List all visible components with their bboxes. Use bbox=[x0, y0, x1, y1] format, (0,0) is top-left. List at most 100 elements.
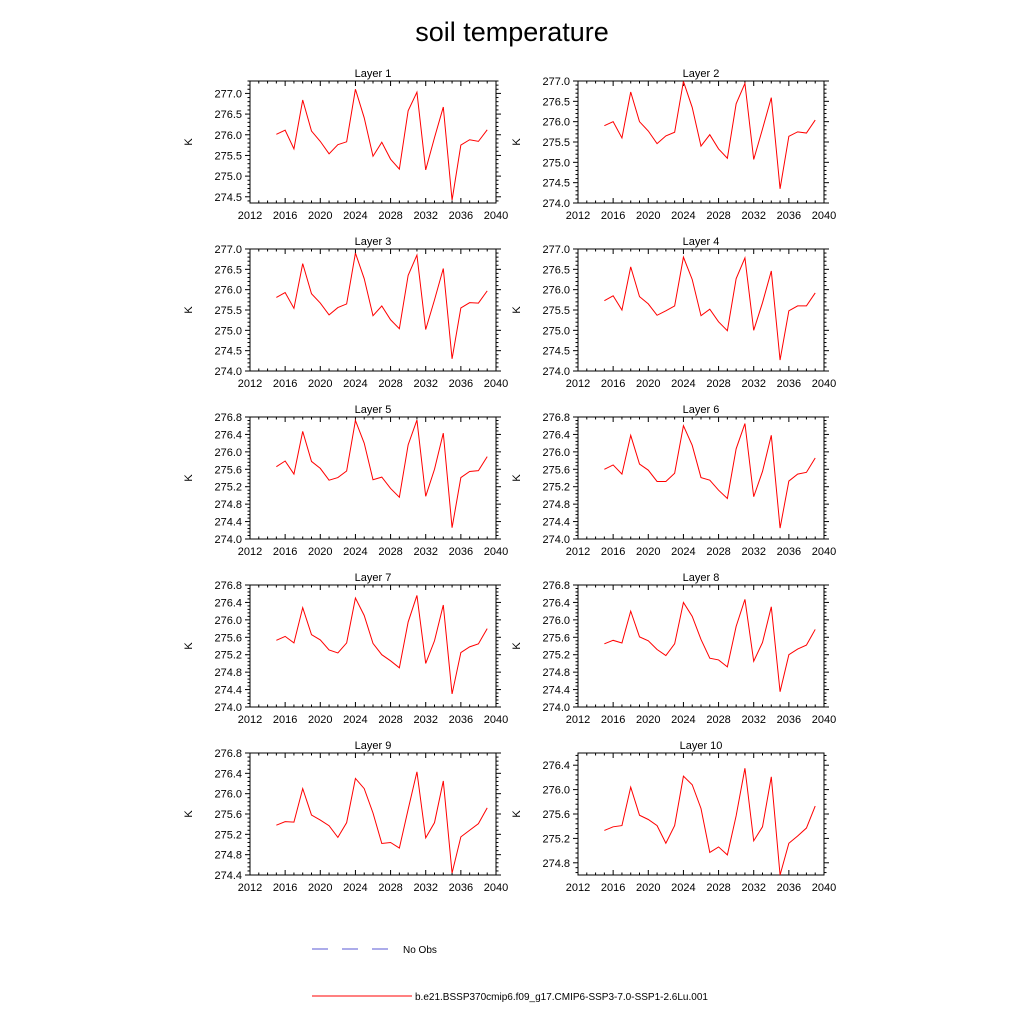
panel-layer-3: Layer 3 2012 2016 2020 2024 2028 2032 2036 2040 2… bbox=[183, 236, 508, 390]
panel-layer-7: Layer 7 2012 2016 2020 2024 2028 2032 2036 2040 2… bbox=[183, 572, 508, 726]
x-tick-label: 2024 bbox=[343, 882, 367, 894]
plot-frame bbox=[577, 584, 825, 708]
panel-title: Layer 2 bbox=[683, 68, 720, 80]
series-line bbox=[276, 89, 488, 201]
x-tick-label: 2020 bbox=[308, 714, 332, 726]
x-tick-label: 2016 bbox=[601, 882, 625, 894]
x-tick-label: 2032 bbox=[413, 210, 437, 222]
panel-title: Layer 8 bbox=[683, 572, 720, 584]
y-tick-label: 274.0 bbox=[542, 534, 570, 546]
panel-title: Layer 7 bbox=[355, 572, 392, 584]
y-tick-label: 277.0 bbox=[214, 244, 242, 256]
y-axis-label: K bbox=[511, 306, 523, 314]
x-tick-label: 2012 bbox=[238, 210, 262, 222]
y-tick-label: 275.6 bbox=[214, 632, 242, 644]
x-tick-label: 2032 bbox=[741, 714, 765, 726]
y-tick-label: 276.4 bbox=[542, 760, 570, 772]
y-tick-label: 277.0 bbox=[542, 76, 570, 88]
x-tick-label: 2040 bbox=[812, 210, 836, 222]
x-tick-label: 2020 bbox=[636, 882, 660, 894]
x-tick-label: 2016 bbox=[601, 714, 625, 726]
x-tick-label: 2028 bbox=[706, 714, 730, 726]
x-tick-label: 2024 bbox=[671, 714, 695, 726]
x-tick-label: 2028 bbox=[378, 882, 402, 894]
panel-layer-6: Layer 6 2012 2016 2020 2024 2028 2032 2036 2040 2… bbox=[511, 404, 836, 558]
y-tick-label: 274.4 bbox=[542, 685, 570, 697]
x-tick-label: 2028 bbox=[706, 378, 730, 390]
x-tick-label: 2040 bbox=[484, 546, 508, 558]
y-tick-label: 274.8 bbox=[542, 667, 570, 679]
x-tick-label: 2024 bbox=[343, 714, 367, 726]
x-tick-label: 2024 bbox=[343, 210, 367, 222]
x-tick-label: 2028 bbox=[706, 882, 730, 894]
x-tick-label: 2028 bbox=[706, 546, 730, 558]
panel-layer-8: Layer 8 2012 2016 2020 2024 2028 2032 2036 2040 2… bbox=[511, 572, 836, 726]
y-tick-label: 275.2 bbox=[214, 829, 242, 841]
x-tick-label: 2020 bbox=[636, 714, 660, 726]
series-line bbox=[604, 768, 816, 876]
panel-title: Layer 6 bbox=[683, 404, 720, 416]
x-tick-label: 2020 bbox=[636, 378, 660, 390]
y-tick-label: 274.0 bbox=[542, 366, 570, 378]
x-tick-label: 2040 bbox=[484, 882, 508, 894]
y-tick-label: 275.5 bbox=[542, 305, 570, 317]
y-tick-label: 276.4 bbox=[542, 597, 570, 609]
y-tick-label: 275.6 bbox=[542, 809, 570, 821]
series-line bbox=[276, 418, 488, 528]
plot-frame bbox=[577, 80, 825, 204]
y-tick-label: 276.0 bbox=[542, 117, 570, 129]
y-tick-label: 274.4 bbox=[214, 685, 242, 697]
x-tick-label: 2012 bbox=[566, 378, 590, 390]
y-tick-label: 274.8 bbox=[214, 850, 242, 862]
x-tick-label: 2036 bbox=[449, 378, 473, 390]
x-tick-label: 2036 bbox=[777, 210, 801, 222]
x-tick-label: 2032 bbox=[413, 378, 437, 390]
x-tick-label: 2012 bbox=[238, 882, 262, 894]
y-axis-label: K bbox=[511, 642, 523, 650]
y-tick-label: 276.8 bbox=[214, 412, 242, 424]
y-tick-label: 275.6 bbox=[214, 809, 242, 821]
y-tick-label: 276.0 bbox=[214, 789, 242, 801]
y-tick-label: 276.4 bbox=[214, 429, 242, 441]
y-tick-label: 277.0 bbox=[542, 244, 570, 256]
y-tick-label: 275.2 bbox=[214, 482, 242, 494]
panel-grid: Layer 1 2012 2016 2020 2024 2028 2032 2036 2040 2… bbox=[183, 68, 836, 894]
y-tick-label: 275.0 bbox=[214, 325, 242, 337]
y-tick-label: 276.0 bbox=[214, 130, 242, 142]
figure-title: soil temperature bbox=[415, 17, 609, 47]
x-tick-label: 2020 bbox=[308, 378, 332, 390]
plot-frame bbox=[577, 752, 825, 876]
x-tick-label: 2036 bbox=[777, 546, 801, 558]
y-axis-label: K bbox=[183, 810, 195, 818]
y-axis-label: K bbox=[183, 642, 195, 650]
y-tick-label: 276.8 bbox=[542, 580, 570, 592]
y-tick-label: 274.0 bbox=[214, 534, 242, 546]
x-tick-label: 2040 bbox=[484, 378, 508, 390]
y-tick-label: 274.0 bbox=[214, 702, 242, 714]
series-line bbox=[276, 595, 488, 695]
y-axis-label: K bbox=[183, 474, 195, 482]
y-tick-label: 276.0 bbox=[542, 447, 570, 459]
x-tick-label: 2036 bbox=[777, 882, 801, 894]
y-tick-label: 274.4 bbox=[214, 870, 242, 882]
y-axis-label: K bbox=[511, 474, 523, 482]
y-tick-label: 274.8 bbox=[214, 499, 242, 511]
x-tick-label: 2032 bbox=[413, 546, 437, 558]
panel-title: Layer 4 bbox=[683, 236, 720, 248]
x-tick-label: 2020 bbox=[308, 882, 332, 894]
panel-layer-4: Layer 4 2012 2016 2020 2024 2028 2032 2036 2040 2… bbox=[511, 236, 836, 390]
y-tick-label: 275.5 bbox=[214, 150, 242, 162]
panel-title: Layer 9 bbox=[355, 740, 392, 752]
y-tick-label: 274.5 bbox=[542, 346, 570, 358]
x-tick-label: 2016 bbox=[601, 378, 625, 390]
x-tick-label: 2040 bbox=[484, 210, 508, 222]
y-tick-label: 276.8 bbox=[542, 412, 570, 424]
y-tick-label: 276.5 bbox=[214, 109, 242, 121]
plot-frame bbox=[577, 248, 825, 372]
x-tick-label: 2012 bbox=[566, 714, 590, 726]
x-tick-label: 2032 bbox=[413, 882, 437, 894]
y-tick-label: 274.5 bbox=[214, 192, 242, 204]
y-tick-label: 276.0 bbox=[542, 285, 570, 297]
x-tick-label: 2028 bbox=[706, 210, 730, 222]
